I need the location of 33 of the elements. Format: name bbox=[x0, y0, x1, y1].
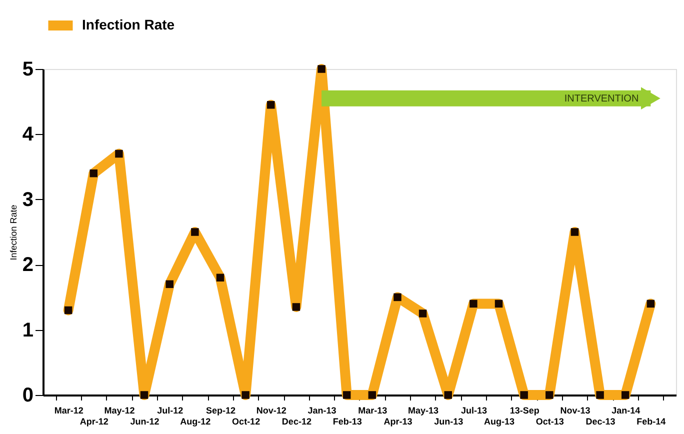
y-tick-label: 5 bbox=[22, 58, 34, 80]
x-tick-label: Apr-13 bbox=[384, 416, 412, 426]
legend-label: Infection Rate bbox=[82, 16, 175, 32]
x-tick-label: Jun-12 bbox=[130, 416, 160, 426]
x-tick-label: Aug-12 bbox=[180, 416, 211, 426]
x-tick-label: 13-Sep bbox=[510, 406, 540, 416]
x-tick-label: Oct-13 bbox=[536, 416, 564, 426]
x-tick-label: Jan-13 bbox=[308, 406, 336, 416]
x-tick-label: Feb-14 bbox=[636, 416, 666, 426]
x-tick-label: Feb-13 bbox=[332, 416, 362, 426]
x-tick-label: Aug-13 bbox=[484, 416, 515, 426]
y-tick-label: 0 bbox=[22, 384, 34, 406]
x-tick-label: Apr-12 bbox=[80, 416, 108, 426]
y-axis-title: Infection Rate bbox=[8, 204, 18, 260]
x-tick-label: Mar-12 bbox=[54, 406, 84, 416]
x-tick-label: Jul-12 bbox=[157, 406, 184, 416]
y-tick-label: 2 bbox=[22, 254, 34, 276]
x-tick-label: Jul-13 bbox=[460, 406, 487, 416]
x-tick-label: Sep-12 bbox=[206, 406, 236, 416]
annotation: INTERVENTION bbox=[564, 93, 639, 104]
x-tick-label: Jun-13 bbox=[434, 416, 464, 426]
y-tick-label: 4 bbox=[22, 124, 34, 146]
x-tick-label: May-13 bbox=[408, 406, 439, 416]
x-tick-label: Oct-12 bbox=[232, 416, 260, 426]
x-tick-label: Dec-13 bbox=[586, 416, 616, 426]
x-tick-label: Nov-12 bbox=[256, 406, 286, 416]
x-tick-label: Mar-13 bbox=[358, 406, 388, 416]
x-tick-label: May-12 bbox=[104, 406, 135, 416]
x-tick-label: Dec-12 bbox=[282, 416, 312, 426]
x-tick-label: Nov-13 bbox=[560, 406, 590, 416]
y-tick-label: 1 bbox=[22, 319, 34, 342]
x-tick-label: Jan-14 bbox=[612, 406, 640, 416]
y-tick-label: 3 bbox=[22, 188, 34, 211]
